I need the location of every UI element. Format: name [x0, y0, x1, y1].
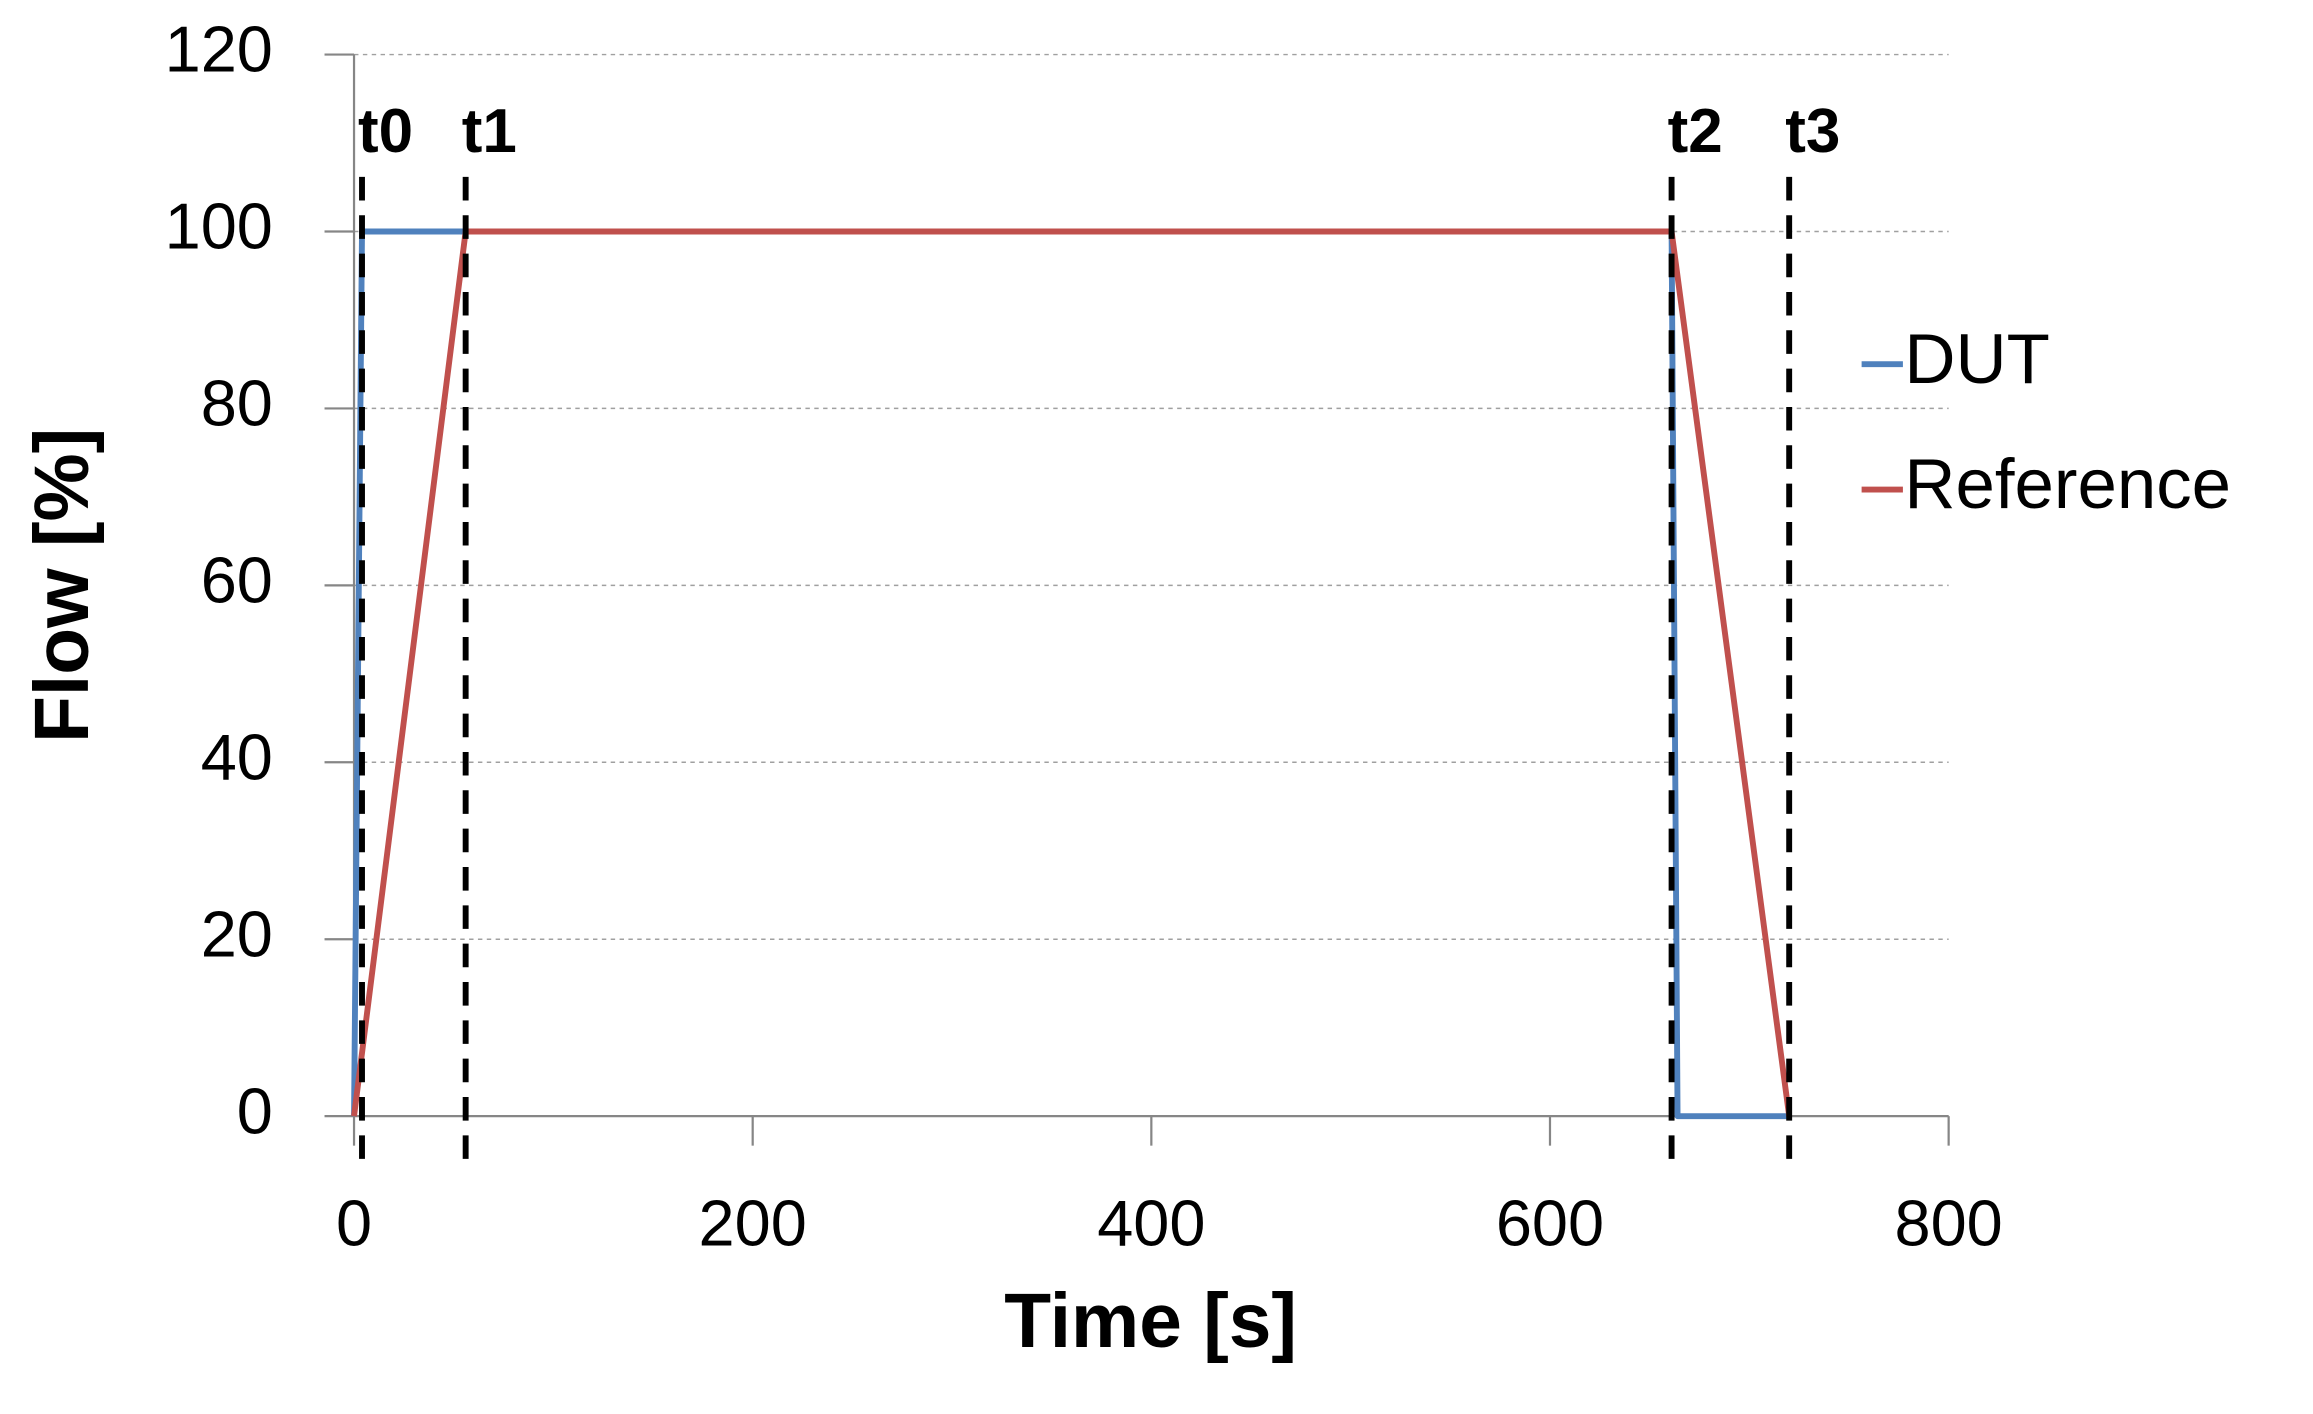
y-tick-label: 60: [201, 544, 273, 617]
legend-label: DUT: [1904, 319, 2049, 398]
data-line: [351, 228, 1790, 1120]
x-tick-label: 400: [1097, 1186, 1205, 1259]
marker-label: t0: [358, 97, 413, 166]
x-tick-label: 200: [699, 1186, 807, 1259]
marker-label: t3: [1785, 97, 1840, 166]
y-axis-title: Flow [%]: [20, 428, 105, 743]
x-tick-label: 0: [336, 1186, 372, 1259]
legend-label: Reference: [1904, 444, 2231, 523]
y-tick-label: 0: [237, 1074, 273, 1147]
x-axis-title: Time [s]: [1004, 1279, 1297, 1364]
marker-label: t1: [462, 97, 517, 166]
marker-label: t2: [1668, 97, 1723, 166]
data-line: [351, 228, 1793, 1117]
y-tick-label: 40: [201, 720, 273, 793]
y-tick-label: 20: [201, 897, 273, 970]
x-tick-label: 800: [1895, 1186, 2003, 1259]
x-tick-label: 600: [1496, 1186, 1604, 1259]
y-tick-label: 100: [165, 190, 273, 263]
y-tick-label: 120: [165, 13, 273, 86]
y-tick-label: 80: [201, 367, 273, 440]
